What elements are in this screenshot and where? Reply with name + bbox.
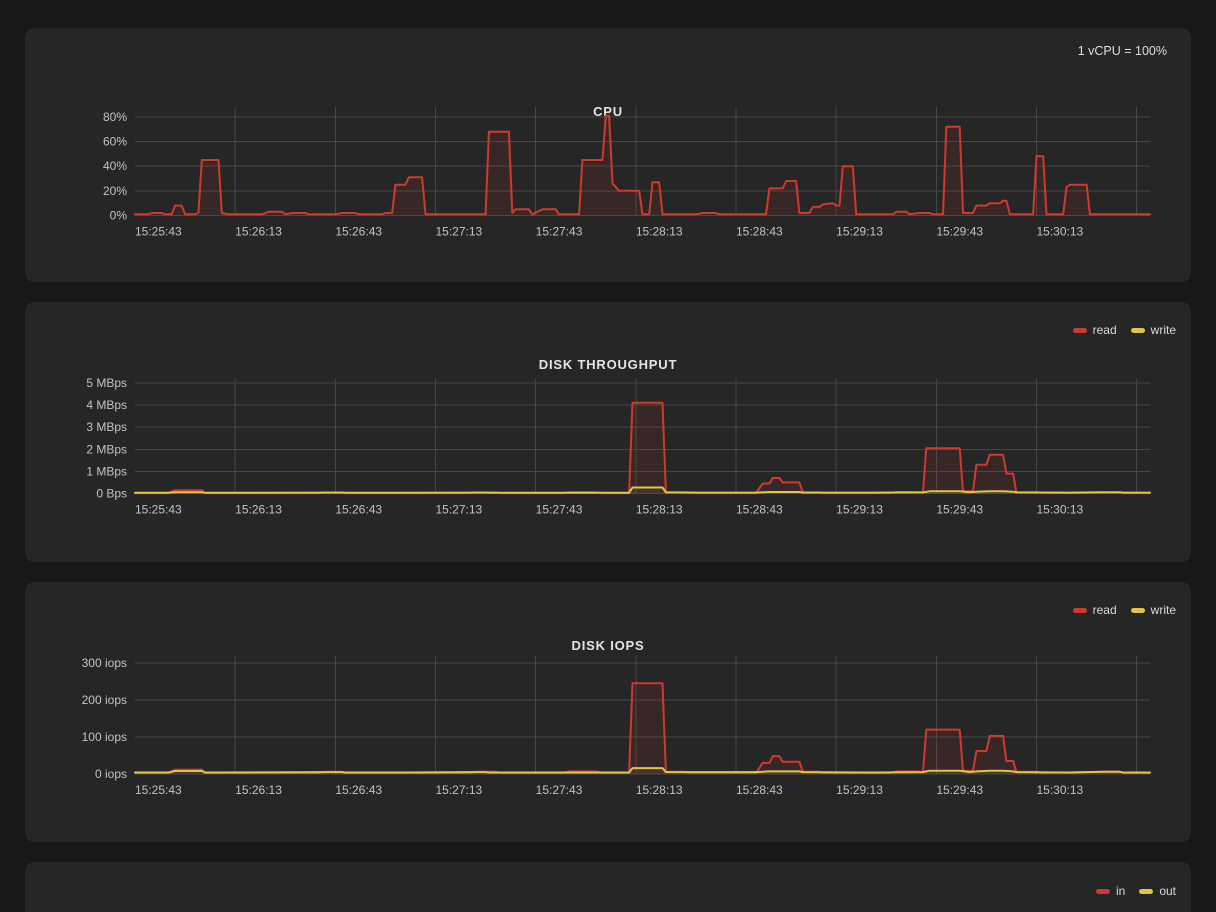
x-tick-label: 15:28:13 [636,503,683,517]
legend-item-write[interactable]: write [1130,323,1176,337]
legend-item-in[interactable]: in [1095,884,1126,898]
series-area-read [135,402,1150,494]
legend-item-out[interactable]: out [1139,884,1176,898]
legend-item-read[interactable]: read [1072,323,1117,337]
panel-network: in out [25,862,1191,912]
x-tick-label: 15:26:43 [335,783,382,797]
legend-item-write[interactable]: write [1130,603,1176,617]
x-tick-label: 15:29:43 [936,503,983,517]
series-area-cpu [135,115,1150,216]
x-tick-label: 15:27:43 [536,503,583,517]
x-tick-label: 15:26:43 [335,503,382,517]
network-chart[interactable] [25,862,1191,912]
y-tick-label: 20% [103,184,127,198]
x-tick-label: 15:29:13 [836,225,883,239]
legend-label-read: read [1092,323,1117,337]
read-swatch-icon [1072,607,1087,613]
legend-label-out: out [1159,884,1176,898]
x-tick-label: 15:27:43 [536,225,583,239]
y-tick-label: 300 iops [82,656,127,670]
x-tick-label: 15:29:13 [836,783,883,797]
disk-iops-legend: read write [1072,603,1176,617]
x-tick-label: 15:27:43 [536,783,583,797]
legend-label-in: in [1115,884,1126,898]
panel-disk-throughput: read write DISK THROUGHPUT 0 Bps 1 MBps 2 … [25,302,1191,562]
read-swatch-icon [1072,327,1087,333]
y-tick-label: 40% [103,159,127,173]
y-tick-label: 2 MBps [86,442,127,456]
x-tick-label: 15:26:13 [235,783,282,797]
x-tick-label: 15:27:13 [436,503,483,517]
x-tick-label: 15:28:13 [636,783,683,797]
x-tick-label: 15:30:13 [1036,225,1083,239]
y-tick-label: 100 iops [82,730,127,744]
x-tick-label: 15:25:43 [135,225,182,239]
legend-label-write: write [1150,603,1176,617]
series-line-write [134,486,1151,494]
x-tick-label: 15:26:13 [235,225,282,239]
x-tick-label: 15:29:43 [936,225,983,239]
cpu-chart[interactable]: 0% 20% 40% 60% 80% 15:25:43 15:26:13 15:26:43 15… [25,28,1191,282]
disk-throughput-chart[interactable]: 0 Bps 1 MBps 2 MBps 3 MBps 4 MBps 5 MBps 15:25… [25,302,1191,562]
y-tick-label: 3 MBps [86,420,127,434]
x-tick-label: 15:30:13 [1036,503,1083,517]
write-swatch-icon [1130,607,1145,613]
x-tick-label: 15:28:13 [636,225,683,239]
x-tick-label: 15:28:43 [736,503,783,517]
write-swatch-icon [1130,327,1145,333]
x-tick-label: 15:26:43 [335,225,382,239]
x-tick-label: 15:29:43 [936,783,983,797]
y-tick-label: 60% [103,135,127,149]
y-tick-label: 0 iops [95,767,127,781]
y-tick-label: 1 MBps [86,464,127,478]
series-line-write [134,767,1151,774]
x-tick-label: 15:28:43 [736,783,783,797]
series-area-read [135,683,1150,774]
y-tick-label: 0% [110,209,128,223]
y-tick-label: 200 iops [82,693,127,707]
x-tick-label: 15:27:13 [436,783,483,797]
x-tick-label: 15:25:43 [135,503,182,517]
x-tick-label: 15:26:13 [235,503,282,517]
x-tick-label: 15:29:13 [836,503,883,517]
disk-iops-chart[interactable]: 0 iops 100 iops 200 iops 300 iops 15:25:43 15… [25,582,1191,842]
y-tick-label: 80% [103,110,127,124]
series-area-write [135,487,1150,494]
y-tick-label: 5 MBps [86,376,127,390]
legend-label-read: read [1092,603,1117,617]
chart-title-disk-throughput: DISK THROUGHPUT [538,357,678,372]
x-tick-label: 15:27:13 [436,225,483,239]
panel-disk-iops: read write DISK IOPS 0 iops 100 iops 200 i… [25,582,1191,842]
out-swatch-icon [1139,888,1154,894]
panel-cpu: 1 vCPU = 100% CPU 0% 20% 40% 60% 80% 15:25:43… [25,28,1191,282]
network-legend: in out [1095,884,1176,898]
legend-item-read[interactable]: read [1072,603,1117,617]
y-tick-label: 4 MBps [86,398,127,412]
x-tick-label: 15:28:43 [736,225,783,239]
series-line-cpu [134,114,1151,216]
y-tick-label: 0 Bps [96,487,127,501]
legend-label-write: write [1150,323,1176,337]
chart-title-disk-iops: DISK IOPS [571,638,645,653]
chart-title-cpu: CPU [593,104,623,119]
x-tick-label: 15:25:43 [135,783,182,797]
cpu-scale-note: 1 vCPU = 100% [1077,44,1167,58]
x-tick-label: 15:30:13 [1036,783,1083,797]
in-swatch-icon [1095,888,1110,894]
disk-throughput-legend: read write [1072,323,1176,337]
